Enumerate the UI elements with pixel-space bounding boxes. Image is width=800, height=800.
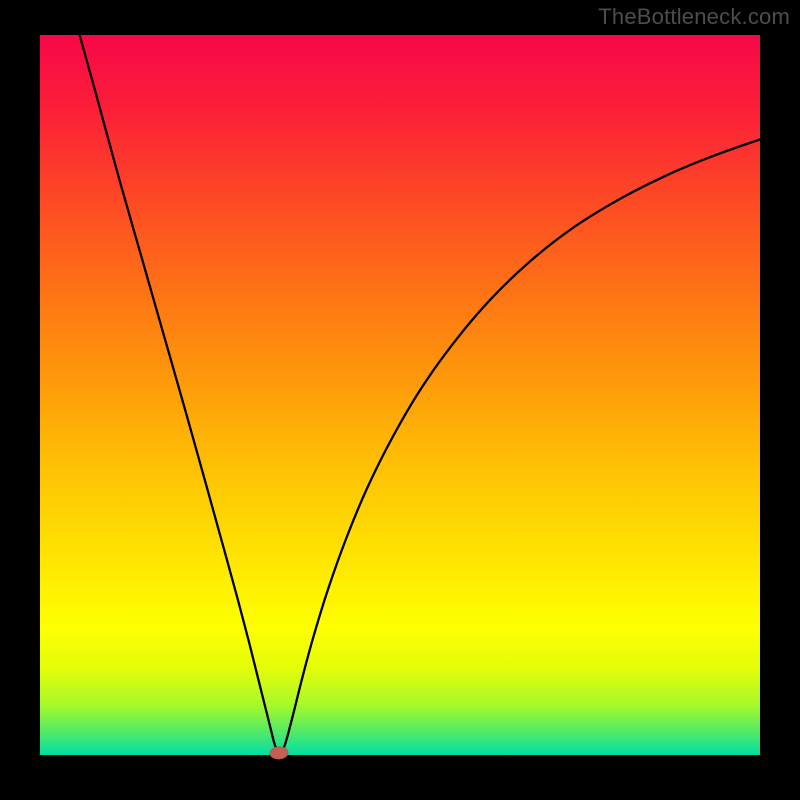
gradient-background xyxy=(40,35,760,755)
chart-container: TheBottleneck.com xyxy=(0,0,800,800)
chart-svg xyxy=(0,0,800,800)
watermark-text: TheBottleneck.com xyxy=(598,4,790,30)
